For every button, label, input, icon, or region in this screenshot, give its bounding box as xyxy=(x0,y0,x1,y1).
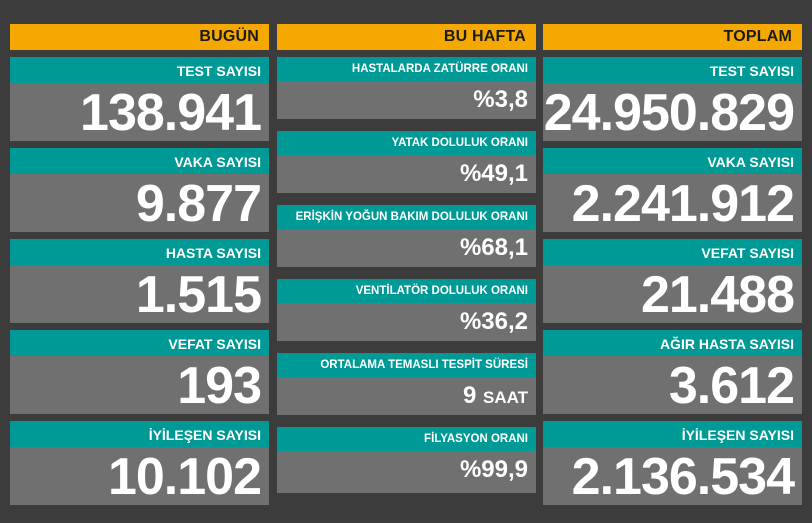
stat-label: ORTALAMA TEMASLI TESPİT SÜRESİ xyxy=(277,353,536,377)
stat-value: 3.612 xyxy=(668,357,795,415)
stat-value: 24.950.829 xyxy=(543,84,795,142)
stat-value: %68,1 xyxy=(459,234,528,261)
stat-card-ventilator: VENTİLATÖR DOLULUK ORANI %36,2 xyxy=(277,279,536,341)
stat-value: %49,1 xyxy=(459,160,528,187)
stat-label: İYİLEŞEN SAYISI xyxy=(10,421,269,447)
stat-value: 138.941 xyxy=(80,84,262,142)
stat-value: 10.102 xyxy=(107,448,262,506)
stat-label: VENTİLATÖR DOLULUK ORANI xyxy=(277,279,536,303)
stat-label: İYİLEŞEN SAYISI xyxy=(543,421,802,447)
stat-value-unit: SAAT xyxy=(482,388,528,407)
stat-value: 21.488 xyxy=(640,266,795,324)
stat-card-vefat-toplam: VEFAT SAYISI 21.488 xyxy=(543,239,802,324)
stat-card-filyasyon: FİLYASYON ORANI %99,9 xyxy=(277,427,536,493)
stat-label: ERİŞKİN YOĞUN BAKIM DOLULUK ORANI xyxy=(277,205,536,229)
stat-card-agir-hasta-toplam: AĞIR HASTA SAYISI 3.612 xyxy=(543,330,802,415)
column-bugun: BUGÜN TEST SAYISI 138.941 VAKA SAYISI 9.… xyxy=(10,24,269,506)
stat-card-test-toplam: TEST SAYISI 24.950.829 xyxy=(543,57,802,142)
stat-value: 2.136.534 xyxy=(571,448,795,506)
stat-label: VEFAT SAYISI xyxy=(543,239,802,265)
stat-label: VAKA SAYISI xyxy=(10,148,269,174)
stat-card-yogun-bakim: ERİŞKİN YOĞUN BAKIM DOLULUK ORANI %68,1 xyxy=(277,205,536,267)
stat-card-hasta: HASTA SAYISI 1.515 xyxy=(10,239,269,324)
stat-value: 2.241.912 xyxy=(571,175,795,233)
column-bu-hafta: BU HAFTA HASTALARDA ZATÜRRE ORANI %3,8 Y… xyxy=(277,24,536,493)
stat-card-vaka-toplam: VAKA SAYISI 2.241.912 xyxy=(543,148,802,233)
stat-label: AĞIR HASTA SAYISI xyxy=(543,330,802,356)
stat-card-zaturre: HASTALARDA ZATÜRRE ORANI %3,8 xyxy=(277,57,536,119)
stat-card-vaka: VAKA SAYISI 9.877 xyxy=(10,148,269,233)
stat-label: VEFAT SAYISI xyxy=(10,330,269,356)
stat-value-number: 9 xyxy=(462,382,477,409)
stat-value: %99,9 xyxy=(459,456,528,483)
stat-label: HASTA SAYISI xyxy=(10,239,269,265)
column-header-bu-hafta: BU HAFTA xyxy=(277,24,536,50)
stat-label: HASTALARDA ZATÜRRE ORANI xyxy=(277,57,536,81)
stat-card-test: TEST SAYISI 138.941 xyxy=(10,57,269,142)
column-header-bugun: BUGÜN xyxy=(10,24,269,50)
stat-card-vefat: VEFAT SAYISI 193 xyxy=(10,330,269,415)
stat-card-yatak: YATAK DOLULUK ORANI %49,1 xyxy=(277,131,536,193)
stat-card-temasli-sure: ORTALAMA TEMASLI TESPİT SÜRESİ 9 SAAT xyxy=(277,353,536,415)
stat-value: %36,2 xyxy=(459,308,528,335)
stat-label: FİLYASYON ORANI xyxy=(277,427,536,451)
stat-label: VAKA SAYISI xyxy=(543,148,802,174)
column-header-toplam: TOPLAM xyxy=(543,24,802,50)
stat-card-iyilesen: İYİLEŞEN SAYISI 10.102 xyxy=(10,421,269,506)
stat-card-iyilesen-toplam: İYİLEŞEN SAYISI 2.136.534 xyxy=(543,421,802,506)
stat-label: YATAK DOLULUK ORANI xyxy=(277,131,536,155)
stat-value: 9 SAAT xyxy=(277,377,536,417)
stat-value: %3,8 xyxy=(473,86,528,113)
column-toplam: TOPLAM TEST SAYISI 24.950.829 VAKA SAYIS… xyxy=(543,24,802,506)
stat-label: TEST SAYISI xyxy=(10,57,269,83)
stat-value: 193 xyxy=(177,357,262,415)
stat-value: 9.877 xyxy=(135,175,262,233)
stat-label: TEST SAYISI xyxy=(543,57,802,83)
stat-value: 1.515 xyxy=(135,266,262,324)
